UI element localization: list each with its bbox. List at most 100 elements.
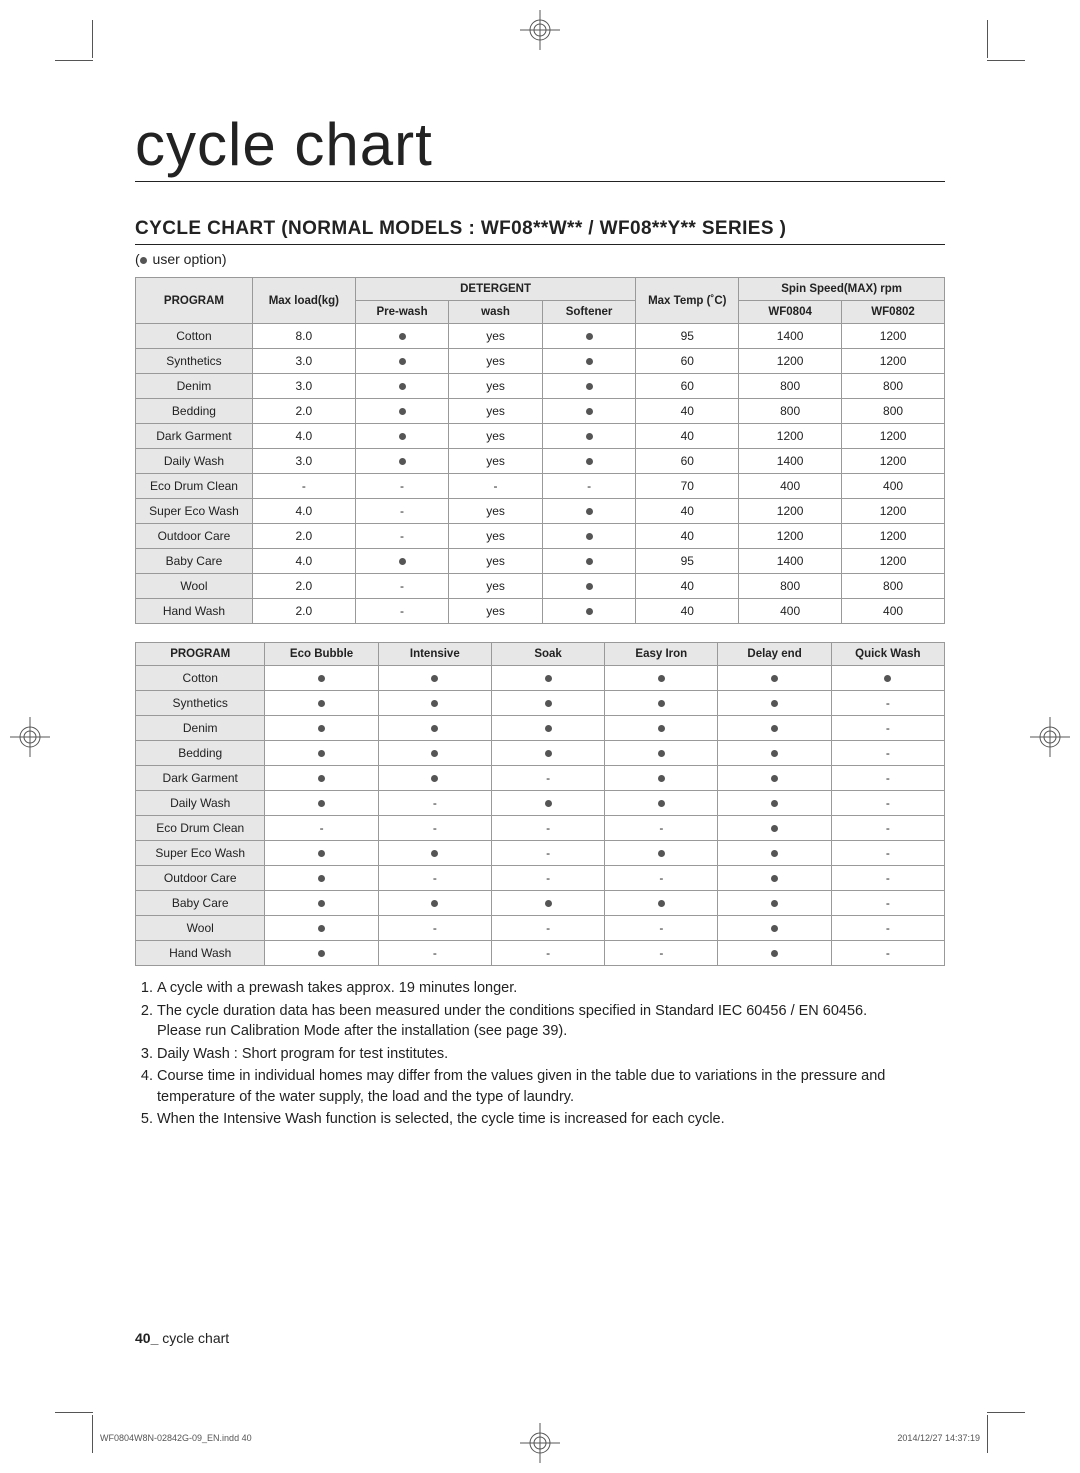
table-cell: [718, 941, 831, 966]
table-cell: -: [542, 474, 636, 499]
program-cell: Dark Garment: [136, 766, 265, 791]
table-cell: [378, 666, 491, 691]
dot-icon: [431, 900, 438, 907]
table-row: Hand Wash----: [136, 941, 945, 966]
table-cell: [718, 816, 831, 841]
table-cell: 800: [842, 374, 945, 399]
dot-icon: [399, 458, 406, 465]
table-cell: [542, 374, 636, 399]
table-cell: -: [355, 474, 449, 499]
table-row: Baby Care -: [136, 891, 945, 916]
program-cell: Bedding: [136, 399, 253, 424]
th-easyiron: Easy Iron: [605, 643, 718, 666]
table-cell: yes: [449, 399, 543, 424]
table-cell: -: [378, 941, 491, 966]
dot-icon: [431, 675, 438, 682]
table-cell: -: [605, 866, 718, 891]
table-cell: 2.0: [252, 524, 355, 549]
dot-icon: [771, 825, 778, 832]
table-cell: [605, 741, 718, 766]
table-cell: 1200: [842, 424, 945, 449]
table-cell: [831, 666, 944, 691]
table-cell: [605, 691, 718, 716]
th-wf0804: WF0804: [739, 301, 842, 324]
table-cell: [355, 549, 449, 574]
program-cell: Eco Drum Clean: [136, 474, 253, 499]
table-cell: yes: [449, 549, 543, 574]
table-cell: [542, 449, 636, 474]
table-cell: -: [605, 816, 718, 841]
dot-icon: [318, 850, 325, 857]
table-cell: -: [491, 816, 604, 841]
dot-icon: [318, 950, 325, 957]
th-intensive: Intensive: [378, 643, 491, 666]
program-cell: Baby Care: [136, 891, 265, 916]
table-cell: 800: [842, 399, 945, 424]
table-cell: 60: [636, 374, 739, 399]
registration-mark-icon: [520, 1423, 560, 1463]
table-cell: 800: [739, 574, 842, 599]
table-cell: [265, 716, 378, 741]
table-row: Dark Garment4.0yes4012001200: [136, 424, 945, 449]
dot-icon: [318, 775, 325, 782]
dot-icon: [658, 725, 665, 732]
table-cell: -: [491, 916, 604, 941]
table-row: Denim-: [136, 716, 945, 741]
dot-icon: [586, 383, 593, 390]
th-prewash: Pre-wash: [355, 301, 449, 324]
table-row: Eco Drum Clean----70400400: [136, 474, 945, 499]
table-cell: -: [831, 891, 944, 916]
table-cell: [542, 324, 636, 349]
dot-icon: [586, 533, 593, 540]
table-cell: 4.0: [252, 424, 355, 449]
table-cell: [355, 399, 449, 424]
dot-icon: [431, 775, 438, 782]
table-cell: 40: [636, 424, 739, 449]
table-cell: -: [605, 941, 718, 966]
table-cell: -: [449, 474, 543, 499]
table-cell: 60: [636, 449, 739, 474]
dot-icon: [658, 800, 665, 807]
table-cell: 1200: [842, 499, 945, 524]
table-cell: -: [355, 524, 449, 549]
program-cell: Hand Wash: [136, 599, 253, 624]
dot-icon: [399, 408, 406, 415]
dot-icon: [586, 558, 593, 565]
crop-mark: [55, 60, 93, 61]
note-item: Daily Wash : Short program for test inst…: [157, 1044, 945, 1065]
table-cell: [718, 866, 831, 891]
table-cell: [378, 716, 491, 741]
table-cell: -: [831, 716, 944, 741]
table-cell: 40: [636, 599, 739, 624]
program-cell: Daily Wash: [136, 449, 253, 474]
registration-mark-icon: [1030, 717, 1070, 757]
table-cell: -: [831, 691, 944, 716]
dot-icon: [545, 750, 552, 757]
table-cell: [718, 841, 831, 866]
dot-icon: [318, 900, 325, 907]
table-cell: 400: [842, 599, 945, 624]
table-cell: [378, 891, 491, 916]
table-row: Wool2.0-yes40800800: [136, 574, 945, 599]
th-eco: Eco Bubble: [265, 643, 378, 666]
dot-icon: [318, 925, 325, 932]
table-cell: -: [378, 791, 491, 816]
table-row: Baby Care4.0yes9514001200: [136, 549, 945, 574]
note-item: When the Intensive Wash function is sele…: [157, 1109, 945, 1130]
table-cell: [265, 666, 378, 691]
table-cell: -: [378, 816, 491, 841]
table-cell: yes: [449, 424, 543, 449]
dot-icon: [140, 257, 147, 264]
table-cell: 400: [739, 474, 842, 499]
table-cell: 4.0: [252, 549, 355, 574]
crop-mark: [987, 1412, 1025, 1413]
dot-icon: [545, 800, 552, 807]
table-cell: -: [831, 816, 944, 841]
table-cell: -: [355, 574, 449, 599]
program-cell: Hand Wash: [136, 941, 265, 966]
table-cell: yes: [449, 324, 543, 349]
page-footer: 40_ cycle chart: [135, 1330, 945, 1346]
table-cell: yes: [449, 499, 543, 524]
dot-icon: [431, 700, 438, 707]
table-cell: [378, 691, 491, 716]
